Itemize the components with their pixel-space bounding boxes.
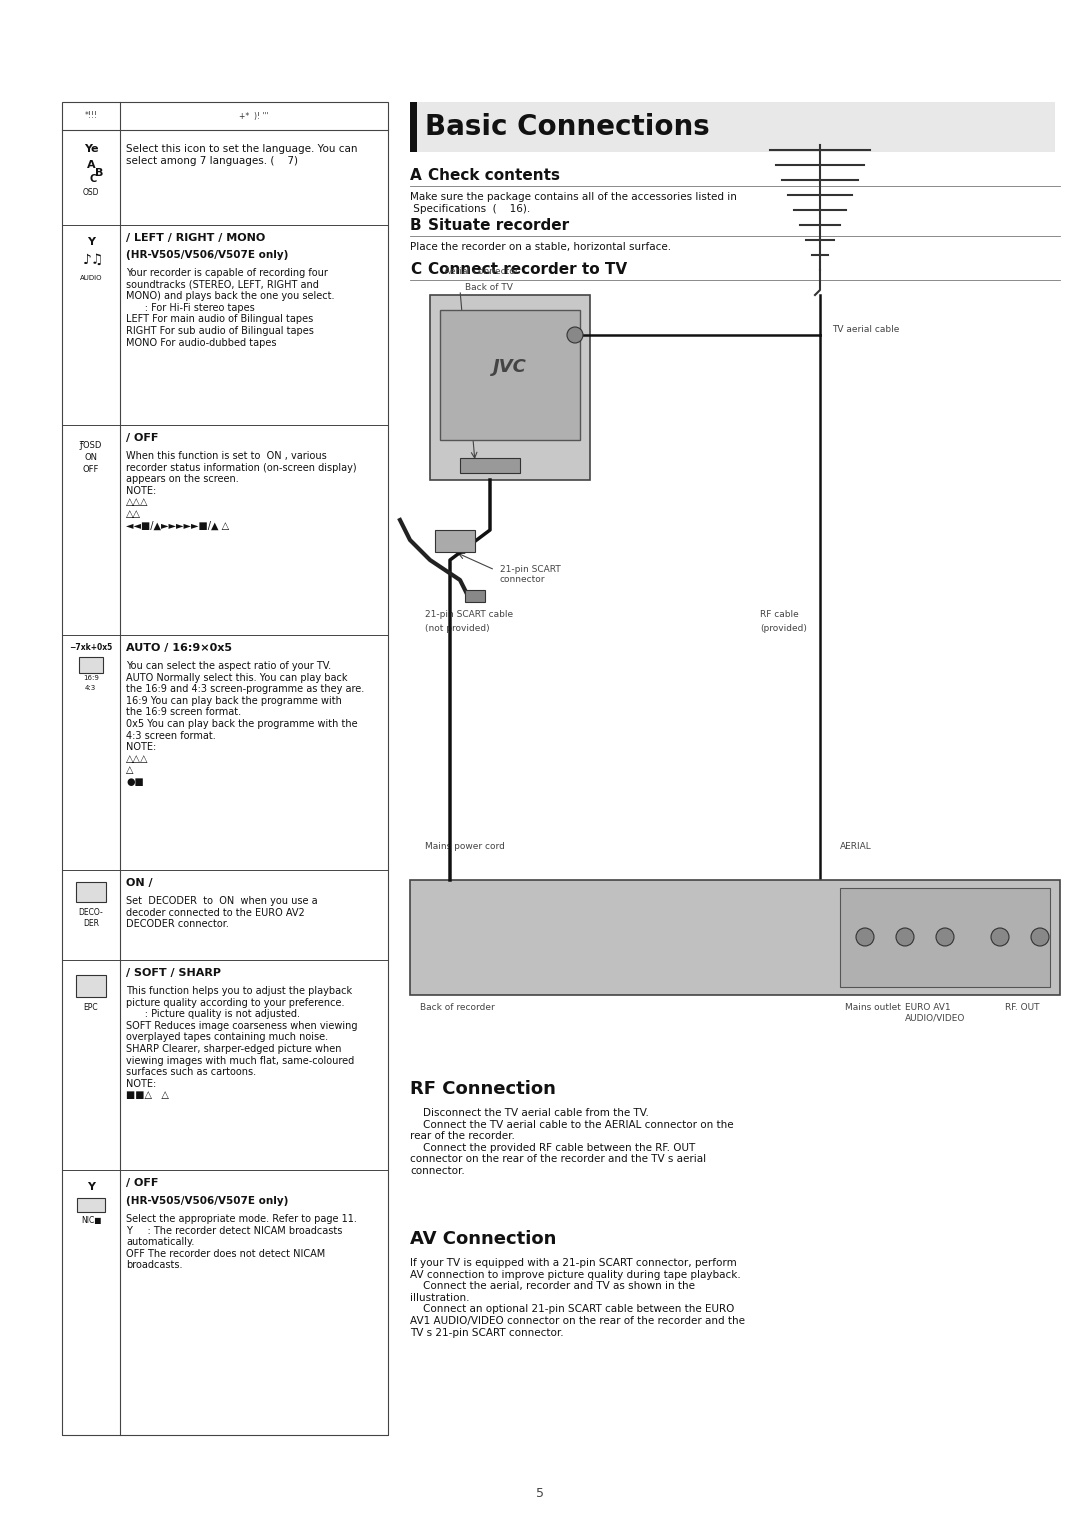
Bar [79,657,103,672]
Circle shape [991,927,1009,946]
Text: (HR-V505/V506/V507E only): (HR-V505/V506/V507E only) [126,1196,288,1206]
Text: Y: Y [87,237,95,248]
Text: Ye: Ye [84,144,98,154]
Circle shape [936,927,954,946]
Bar [76,975,106,996]
Text: B: B [95,168,104,177]
Text: Place the recorder on a stable, horizontal surface.: Place the recorder on a stable, horizont… [410,241,671,252]
Text: C: C [410,261,421,277]
Text: *!!!: *!!! [84,112,97,121]
Text: OSD: OSD [83,188,99,197]
Circle shape [1031,927,1049,946]
Text: A: A [86,160,95,170]
Text: AV Connection: AV Connection [410,1230,556,1248]
Text: RF cable: RF cable [760,610,799,619]
Text: −7xk+0x5: −7xk+0x5 [69,643,112,652]
Circle shape [896,927,914,946]
Text: Situate recorder: Situate recorder [428,219,569,232]
Text: Disconnect the TV aerial cable from the TV.
    Connect the TV aerial cable to t: Disconnect the TV aerial cable from the … [410,1108,733,1177]
Text: TV aerial cable: TV aerial cable [832,325,900,335]
Text: Make sure the package contains all of the accessories listed in
 Specifications : Make sure the package contains all of th… [410,193,737,214]
Text: JVC: JVC [494,359,527,376]
Text: Back of recorder: Back of recorder [420,1002,495,1012]
Text: ON: ON [84,452,97,461]
Bar [840,888,1050,987]
Text: (provided): (provided) [760,623,807,633]
Text: Y: Y [87,1183,95,1192]
Text: C: C [89,174,96,183]
Text: Select this icon to set the language. You can
select among 7 languages. (    7): Select this icon to set the language. Yo… [126,144,357,165]
Bar [440,310,580,440]
Bar [410,880,1059,995]
Text: RF. OUT: RF. OUT [1005,1002,1039,1012]
Bar [460,458,519,474]
Bar [77,1198,105,1212]
Bar [62,102,388,1435]
Text: 16:9: 16:9 [83,675,99,681]
Text: 5: 5 [536,1487,544,1500]
Bar [76,882,106,902]
Bar [410,102,1055,151]
Text: 21-pin SCART cable: 21-pin SCART cable [426,610,513,619]
Text: Connect recorder to TV: Connect recorder to TV [428,261,627,277]
Text: ♪♫: ♪♫ [83,254,105,267]
Circle shape [856,927,874,946]
Text: NIC■: NIC■ [81,1216,102,1225]
Text: 4:3: 4:3 [85,685,96,691]
Text: / OFF: / OFF [126,1178,159,1187]
Text: B: B [410,219,421,232]
Text: If your TV is equipped with a 21-pin SCART connector, perform
AV connection to i: If your TV is equipped with a 21-pin SCA… [410,1258,745,1337]
Text: Your recorder is capable of recording four
soundtracks (STEREO, LEFT, RIGHT and
: Your recorder is capable of recording fo… [126,267,335,347]
Text: OFF: OFF [83,465,99,474]
Text: AUTO / 16:9×0x5: AUTO / 16:9×0x5 [126,643,232,652]
Text: Basic Connections: Basic Connections [426,113,710,141]
Text: EURO AV1
AUDIO/VIDEO: EURO AV1 AUDIO/VIDEO [905,1002,966,1022]
Text: RF Connection: RF Connection [410,1080,556,1099]
Circle shape [567,327,583,342]
Text: Mains power cord: Mains power cord [426,842,504,851]
Text: / LEFT / RIGHT / MONO: / LEFT / RIGHT / MONO [126,232,266,243]
Text: / SOFT / SHARP: / SOFT / SHARP [126,969,221,978]
Text: When this function is set to  ON , various
recorder status information (on-scree: When this function is set to ON , variou… [126,451,356,530]
Text: ƒ̅OSD: ƒ̅OSD [80,442,102,451]
Text: DECO-: DECO- [79,908,104,917]
Text: Back of TV: Back of TV [465,283,513,292]
Text: This function helps you to adjust the playback
picture quality according to your: This function helps you to adjust the pl… [126,986,357,1100]
Text: Mains outlet: Mains outlet [845,1002,901,1012]
Text: (not provided): (not provided) [426,623,489,633]
Text: 21-pin SCART
connector: 21-pin SCART connector [500,565,561,584]
Text: DER: DER [83,918,99,927]
Text: AERIAL: AERIAL [840,842,872,851]
Text: (HR-V505/V506/V507E only): (HR-V505/V506/V507E only) [126,251,288,260]
Bar [465,590,485,602]
Bar [430,295,590,480]
Text: +*  )! ''': +* )! ''' [239,112,269,121]
Text: / OFF: / OFF [126,432,159,443]
Text: Set  DECODER  to  ON  when you use a
decoder connected to the EURO AV2
DECODER c: Set DECODER to ON when you use a decoder… [126,895,318,929]
Text: ON /: ON / [126,879,152,888]
Text: Aerial connector: Aerial connector [444,267,518,277]
Text: AUDIO: AUDIO [80,275,103,281]
Text: A: A [410,168,422,183]
Text: EPC: EPC [83,1002,98,1012]
Bar [435,530,475,552]
Bar [410,102,417,151]
Text: Check contents: Check contents [428,168,561,183]
Text: You can select the aspect ratio of your TV.
AUTO Normally select this. You can p: You can select the aspect ratio of your … [126,662,364,787]
Text: Select the appropriate mode. Refer to page 11.
Y     : The recorder detect NICAM: Select the appropriate mode. Refer to pa… [126,1215,356,1270]
